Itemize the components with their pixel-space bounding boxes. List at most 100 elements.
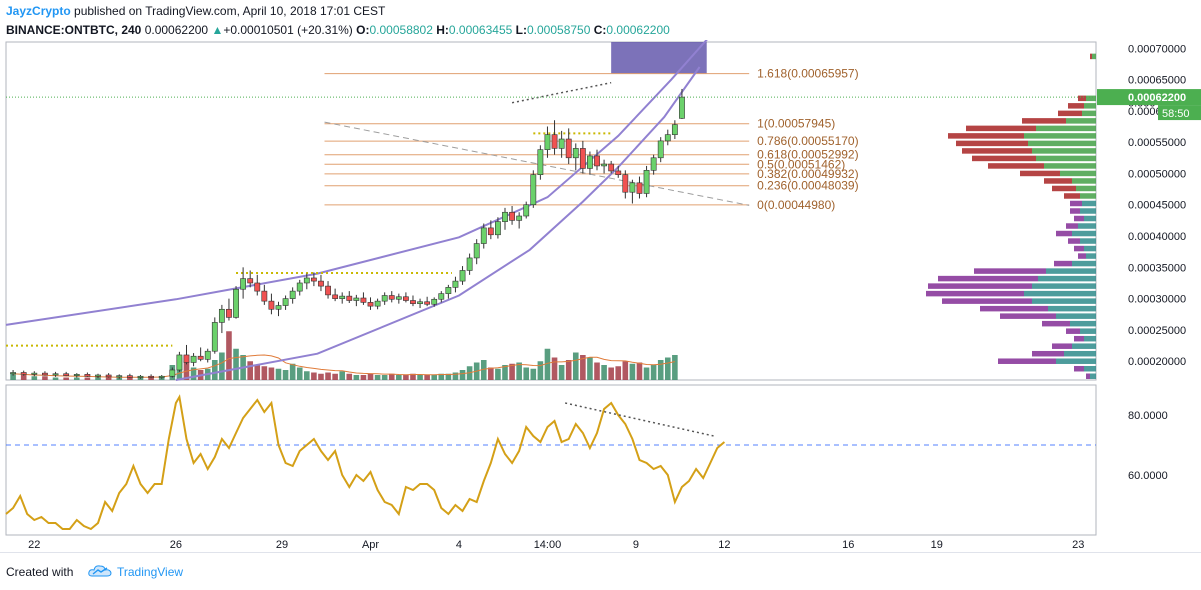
volume-profile-down-bar bbox=[1068, 103, 1084, 109]
volume-bar bbox=[360, 375, 367, 380]
volume-bar bbox=[20, 375, 27, 380]
volume-bar bbox=[289, 363, 296, 380]
candle-body bbox=[410, 300, 416, 304]
candle-body bbox=[487, 227, 494, 236]
candle-body bbox=[52, 373, 59, 376]
candle-body bbox=[381, 295, 388, 302]
volume-bar bbox=[211, 360, 218, 380]
volume-profile-down-bar bbox=[1074, 365, 1084, 372]
fib-level-label: 0.5(0.00051462) bbox=[757, 157, 845, 171]
volume-bar bbox=[381, 375, 388, 380]
axes[interactable]: 0.000700000.000650000.000600000.00055000… bbox=[6, 43, 1201, 551]
volume-profile-down-bar bbox=[1070, 200, 1082, 207]
volume-profile-up-bar bbox=[1086, 253, 1096, 259]
volume-profile-up-bar bbox=[1084, 335, 1096, 342]
candle-body bbox=[240, 278, 247, 290]
time-tick-label: 26 bbox=[170, 539, 182, 551]
volume-profile-down-bar bbox=[1078, 253, 1086, 259]
candle-body bbox=[95, 374, 101, 377]
volume-profile-down-bar bbox=[966, 125, 1036, 132]
candle-body bbox=[158, 375, 165, 378]
volume-bar bbox=[537, 361, 544, 380]
symbol-label: BINANCE:ONTBTC, 240 bbox=[6, 23, 142, 37]
candle-body bbox=[608, 163, 615, 172]
volume-bar bbox=[480, 360, 487, 380]
volume-profile-down-bar bbox=[1052, 343, 1072, 349]
volume-bar bbox=[615, 366, 622, 380]
volume-bar bbox=[594, 362, 600, 380]
candle-body bbox=[572, 148, 579, 159]
volume-bar bbox=[587, 357, 593, 380]
volume-ma-line bbox=[13, 354, 675, 378]
volume-profile-down-bar bbox=[948, 133, 1024, 139]
volume-profile-up-bar bbox=[1072, 260, 1096, 267]
volume-bar bbox=[544, 348, 551, 380]
candle-body bbox=[473, 243, 480, 259]
volume-profile-up-bar bbox=[1066, 118, 1096, 124]
volume-profile-down-bar bbox=[1066, 223, 1078, 229]
volume-profile-up-bar bbox=[1080, 208, 1096, 214]
candle-body bbox=[137, 375, 144, 378]
volume-profile-down-bar bbox=[1074, 215, 1084, 222]
time-tick-label: 12 bbox=[718, 539, 730, 551]
volume-profile-up-bar bbox=[1070, 320, 1096, 327]
volume-bar bbox=[650, 365, 657, 380]
close-label: C: bbox=[593, 23, 607, 37]
volume-bar bbox=[410, 373, 416, 380]
volume-profile-down-bar bbox=[1086, 373, 1090, 379]
volume-profile-up-bar bbox=[1048, 305, 1096, 312]
candle-body bbox=[197, 355, 204, 360]
candle-body bbox=[558, 138, 565, 149]
volume-profile-up-bar bbox=[1076, 185, 1096, 192]
candle-body bbox=[601, 163, 607, 167]
candle-body bbox=[289, 290, 296, 299]
candle-body bbox=[502, 211, 508, 222]
price-change: +0.00010501 (+20.31%) bbox=[223, 23, 353, 37]
candle-body bbox=[395, 296, 402, 300]
volume-bar bbox=[488, 367, 494, 380]
candle-body bbox=[268, 300, 275, 310]
volume-bar bbox=[551, 357, 558, 380]
volume-bar bbox=[233, 348, 239, 380]
candle-body bbox=[650, 157, 657, 171]
candle-body bbox=[211, 322, 218, 352]
tradingview-cloud-icon[interactable] bbox=[88, 564, 112, 578]
volume-profile-down-bar bbox=[938, 275, 1038, 282]
volume-bar bbox=[84, 377, 91, 380]
time-tick-label: Apr bbox=[362, 539, 379, 551]
volume-bar bbox=[353, 375, 360, 380]
candle-body bbox=[367, 302, 374, 307]
descending-dashed-line bbox=[324, 121, 750, 206]
candle-body bbox=[31, 372, 38, 375]
volume-profile-down-bar bbox=[956, 140, 1028, 147]
drawing-lines[interactable] bbox=[5, 40, 1096, 381]
volume-bar bbox=[417, 375, 423, 380]
volume-profile-down-bar bbox=[1054, 260, 1072, 267]
tradingview-link[interactable]: TradingView bbox=[117, 565, 184, 579]
candle-body bbox=[622, 174, 629, 193]
volume-profile-up-bar bbox=[1092, 53, 1096, 60]
volume-profile-down-bar bbox=[1068, 238, 1080, 244]
volume-bar bbox=[629, 363, 636, 380]
volume-bar bbox=[672, 355, 678, 380]
footer: Created with TradingView bbox=[0, 552, 1201, 590]
volume-profile-up-bar bbox=[1084, 215, 1096, 222]
volume-bar bbox=[261, 366, 268, 380]
candle-body bbox=[551, 134, 558, 149]
author-link[interactable]: JayzCrypto bbox=[6, 4, 71, 18]
volume-bar bbox=[304, 371, 310, 380]
candle-body bbox=[431, 298, 438, 305]
candlesticks bbox=[10, 88, 685, 379]
close-value: 0.00062200 bbox=[606, 23, 670, 37]
candle-body bbox=[480, 227, 487, 244]
price-tick-label: 0.00055000 bbox=[1128, 137, 1186, 149]
volume-profile-down-bar bbox=[1042, 320, 1070, 327]
time-tick-label: 14:00 bbox=[534, 539, 562, 551]
candle-body bbox=[233, 288, 239, 318]
volume-profile-down-bar bbox=[1064, 193, 1080, 199]
volume-bar bbox=[495, 368, 501, 380]
fibonacci-retracement[interactable]: 1.618(0.00065957) 1(0.00057945) 0.786(0.00… bbox=[324, 42, 859, 212]
price-chart[interactable]: 1.618(0.00065957) 1(0.00057945) 0.786(0.00… bbox=[0, 40, 1201, 552]
volume-bar bbox=[452, 372, 459, 380]
candle-body bbox=[204, 350, 211, 360]
